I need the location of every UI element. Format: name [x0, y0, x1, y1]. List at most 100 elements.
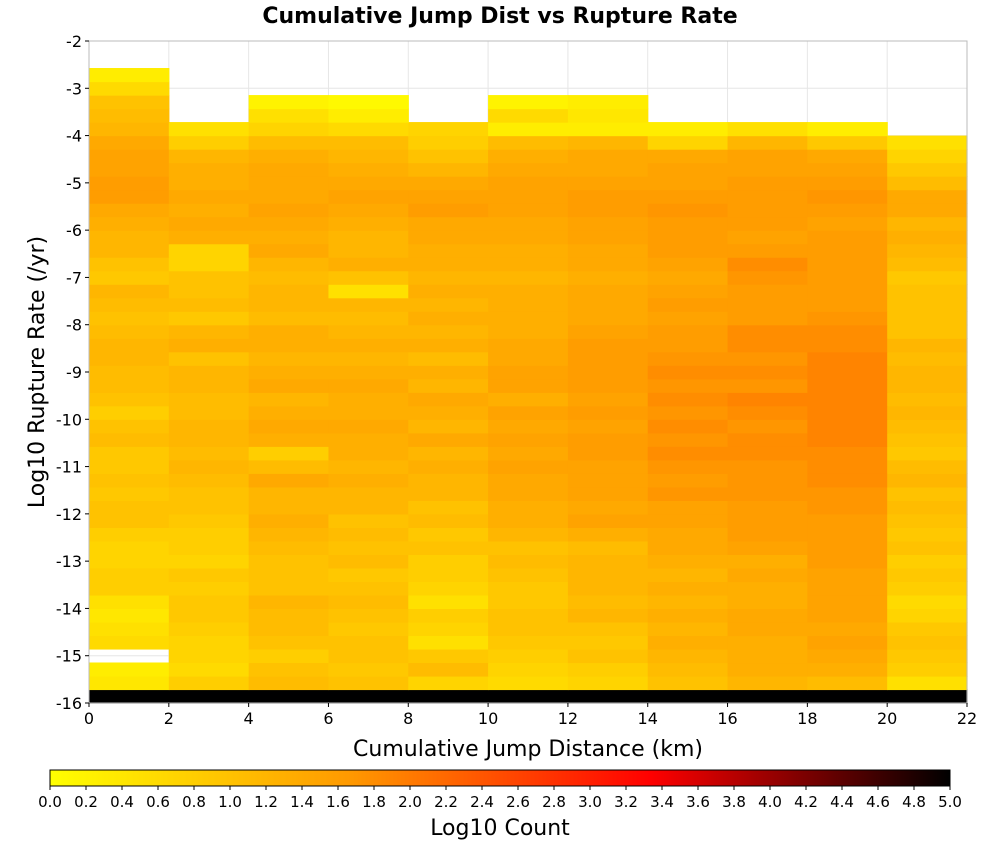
heatmap-cell	[567, 257, 649, 272]
heatmap-cell	[248, 392, 330, 407]
heatmap-cell	[248, 284, 330, 299]
heatmap-cell	[89, 149, 170, 164]
heatmap-cell	[807, 446, 888, 461]
heatmap-cell	[89, 405, 170, 420]
heatmap-cell	[488, 621, 569, 637]
heatmap-cell	[408, 554, 489, 569]
heatmap-cell	[887, 473, 968, 488]
heatmap-cell	[887, 324, 968, 339]
heatmap-cell	[488, 270, 569, 285]
heatmap-cell	[647, 500, 729, 515]
heatmap-cell	[807, 270, 888, 285]
heatmap-cell	[408, 176, 489, 191]
heatmap-cell	[887, 230, 968, 245]
heatmap-cell	[567, 513, 649, 528]
heatmap-cell	[567, 594, 649, 610]
heatmap-cell	[727, 216, 808, 231]
heatmap-cell	[328, 459, 409, 474]
heatmap-cell	[328, 540, 409, 555]
heatmap-cell	[248, 149, 330, 164]
y-tick-label: -4	[66, 127, 82, 146]
heatmap-cell	[328, 567, 409, 583]
heatmap-cell	[727, 270, 808, 285]
heatmap-cell	[647, 513, 729, 528]
heatmap-cell	[89, 486, 170, 501]
heatmap-cell	[248, 95, 330, 110]
heatmap-cell	[488, 324, 569, 339]
heatmap-cell	[328, 662, 409, 677]
heatmap-cell	[727, 257, 808, 272]
heatmap-cell	[887, 648, 968, 664]
heatmap-cell	[807, 351, 888, 366]
heatmap-cell	[328, 230, 409, 245]
heatmap-cell	[887, 675, 968, 691]
colorbar-tick-label: 1.8	[362, 793, 386, 811]
heatmap-cell	[408, 162, 489, 177]
heatmap-cell	[248, 459, 330, 474]
heatmap-cell	[727, 419, 808, 434]
colorbar-tick-label: 0.2	[74, 793, 98, 811]
heatmap-cell	[567, 554, 649, 569]
heatmap-cell	[887, 608, 968, 623]
heatmap-cell	[89, 567, 170, 583]
heatmap-cell	[89, 459, 170, 474]
heatmap-cell	[807, 149, 888, 164]
heatmap-cell	[328, 486, 409, 501]
heatmap-cell	[328, 270, 409, 285]
heatmap-cell	[408, 311, 489, 326]
heatmap-cell	[488, 648, 569, 664]
heatmap-cell	[328, 405, 409, 420]
heatmap-cell	[89, 446, 170, 461]
heatmap-cell	[567, 230, 649, 245]
x-tick-label: 18	[797, 709, 817, 728]
heatmap-cell	[248, 257, 330, 272]
heatmap-cell	[807, 662, 888, 677]
heatmap-cell	[328, 203, 409, 218]
heatmap-cell	[89, 216, 170, 231]
heatmap-cell	[408, 648, 489, 664]
heatmap-cell	[408, 405, 489, 420]
x-tick-label: 2	[164, 709, 174, 728]
heatmap-cell	[807, 392, 888, 407]
heatmap-cell	[887, 365, 968, 380]
heatmap-cell	[488, 351, 569, 366]
heatmap-cell	[727, 162, 808, 177]
heatmap-cell	[248, 648, 330, 664]
heatmap-cell	[248, 540, 330, 555]
heatmap-cell	[887, 621, 968, 637]
heatmap-cell	[807, 594, 888, 610]
colorbar-tick-label: 3.2	[614, 793, 638, 811]
heatmap-cell	[488, 432, 569, 447]
heatmap-cell	[807, 581, 888, 596]
heatmap-cell	[89, 311, 170, 326]
heatmap-cell	[567, 216, 649, 231]
heatmap-cell	[647, 243, 729, 258]
heatmap-cell	[89, 662, 170, 677]
heatmap-cell	[248, 270, 330, 285]
heatmap-cell	[727, 351, 808, 366]
heatmap-cell	[488, 446, 569, 461]
heatmap-cell	[328, 297, 409, 312]
heatmap-cell	[328, 446, 409, 461]
heatmap-cell	[248, 419, 330, 434]
heatmap-cell	[328, 284, 409, 299]
heatmap-cell	[727, 473, 808, 488]
heatmap-cell	[248, 378, 330, 393]
heatmap-cell	[887, 500, 968, 515]
heatmap-cell	[807, 189, 888, 204]
heatmap-cell	[727, 284, 808, 299]
heatmap-cell	[727, 365, 808, 380]
heatmap-cell	[647, 311, 729, 326]
heatmap-cell	[727, 621, 808, 637]
heatmap-cell	[887, 554, 968, 569]
colorbar-tick-label: 3.6	[686, 793, 710, 811]
heatmap-cell	[248, 203, 330, 218]
heatmap-cell	[647, 689, 729, 704]
y-tick-label: -2	[66, 32, 82, 51]
heatmap-cell	[248, 108, 330, 123]
heatmap-cell	[887, 689, 968, 704]
heatmap-cell	[887, 297, 968, 312]
heatmap-cell	[488, 635, 569, 650]
heatmap-cell	[488, 459, 569, 474]
